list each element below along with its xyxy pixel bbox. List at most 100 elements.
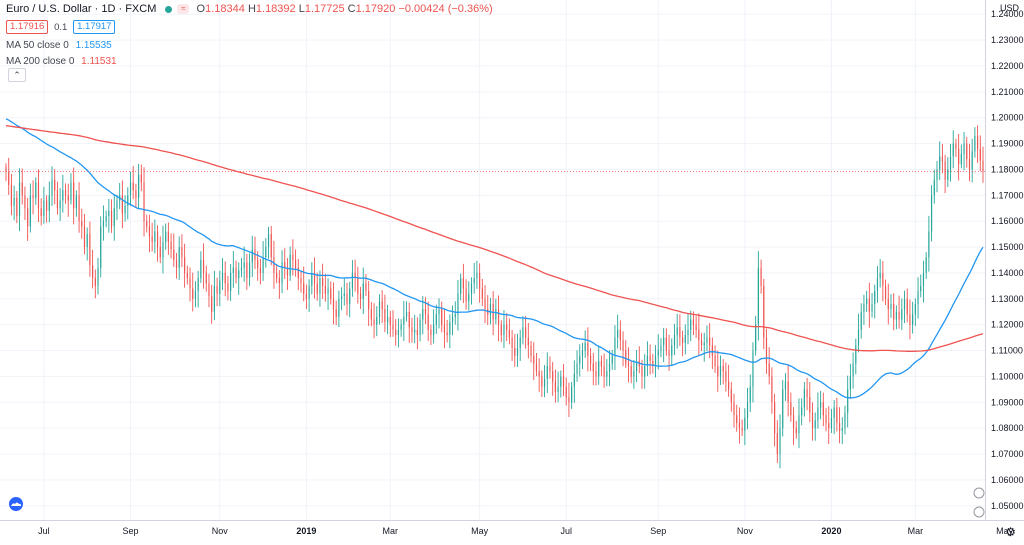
candle-body [395, 329, 397, 336]
candle-body [801, 407, 803, 416]
candle-body [259, 267, 261, 273]
candle-body [10, 184, 13, 206]
price-axis-bg [985, 0, 1024, 540]
candle-body [81, 221, 83, 227]
candle-body [876, 278, 879, 292]
ma200-legend[interactable]: MA 200 close 0 1.11531 [6, 56, 117, 67]
candle-body [416, 329, 418, 336]
candle-body [687, 329, 689, 336]
candle-body [614, 337, 616, 356]
time-tick-label: Nov [737, 526, 754, 536]
buy-button[interactable]: 1.17917 [73, 20, 116, 34]
candle-body [359, 293, 362, 299]
candle-body [362, 283, 364, 299]
chart-header-legend: Euro / U.S. Dollar · 1D · FXCM ≈ O1.1834… [6, 3, 493, 15]
candle-body [798, 415, 800, 434]
candle-body [370, 309, 372, 320]
symbol-title[interactable]: Euro / U.S. Dollar · 1D · FXCM [6, 3, 157, 15]
tradingview-logo[interactable] [6, 497, 26, 511]
settings-gear-icon[interactable]: ⚙ [1005, 525, 1016, 539]
candle-body [292, 254, 294, 260]
candle-body [560, 376, 562, 387]
candle-body [479, 272, 481, 289]
candle-body [205, 272, 207, 284]
candle-body [752, 350, 754, 387]
candle-body [138, 174, 140, 198]
candle-body [968, 159, 971, 170]
candle-body [305, 293, 308, 299]
candle-body [646, 355, 649, 367]
candle-body [13, 197, 15, 206]
candle-body [903, 298, 906, 310]
candle-body [855, 345, 857, 364]
candle-body [64, 190, 67, 196]
candle-body [595, 371, 597, 377]
candle-body [719, 366, 722, 377]
candle-body [960, 153, 962, 165]
candle-body [698, 329, 700, 341]
candle-body [289, 254, 291, 276]
candle-body [744, 417, 746, 431]
candle-body [340, 296, 343, 299]
candle-body [286, 267, 289, 276]
candle-body [966, 143, 968, 160]
candle-body [546, 366, 548, 380]
candle-body [660, 345, 662, 351]
candle-body [809, 397, 811, 413]
candle-body [435, 314, 437, 325]
candle-body [817, 407, 819, 421]
time-axis: JulSepNov2019MarMayJulSepNov2020MarMayJu… [0, 520, 1024, 536]
candle-body [925, 257, 927, 273]
candle-body [782, 389, 784, 429]
candle-body [278, 278, 280, 284]
candle-body [322, 278, 324, 286]
candle-body [405, 311, 408, 317]
compare-icon[interactable]: ≈ [177, 4, 190, 15]
ma50-legend[interactable]: MA 50 close 0 1.15535 [6, 40, 112, 51]
candle-body [879, 272, 881, 279]
price-tick-label: 1.13000 [991, 294, 1024, 304]
price-tick-label: 1.12000 [991, 320, 1024, 330]
currency-label: USD [1000, 3, 1020, 13]
candle-body [690, 319, 692, 330]
candle-body [587, 342, 589, 356]
candle-body [633, 371, 635, 377]
candle-body [936, 169, 938, 180]
candle-body [871, 303, 873, 312]
candle-body [316, 283, 318, 294]
candle-body [351, 272, 354, 289]
price-tick-label: 1.23000 [991, 35, 1024, 45]
candle-body [652, 360, 654, 367]
candle-body [844, 412, 846, 429]
candle-body [78, 195, 80, 222]
ma50-label: MA 50 close 0 [6, 40, 69, 51]
candle-body [849, 376, 851, 390]
ma200-line [5, 125, 984, 352]
candle-body [535, 363, 538, 372]
collapse-legend-button[interactable]: ⌃ [8, 68, 26, 82]
candle-body [857, 329, 860, 346]
candle-body [736, 415, 738, 423]
candle-body [484, 298, 486, 310]
candle-body [200, 260, 202, 279]
price-change: −0.00424 (−0.36%) [398, 3, 493, 15]
sell-button[interactable]: 1.17916 [6, 20, 49, 34]
market-open-icon [165, 5, 173, 13]
candle-body [573, 373, 575, 387]
candle-body [151, 236, 153, 242]
candle-body [140, 174, 142, 183]
candle-body [411, 327, 413, 333]
candle-body [663, 337, 665, 346]
candle-body [116, 200, 118, 209]
candle-body [386, 316, 389, 323]
candle-body [194, 291, 197, 299]
candle-body [346, 293, 348, 304]
candle-body [792, 415, 795, 429]
price-tick-label: 1.15000 [991, 242, 1024, 252]
time-tick-label: 2020 [821, 526, 841, 536]
candle-body [949, 156, 952, 170]
candle-body [235, 267, 237, 279]
candle-body [600, 360, 603, 367]
